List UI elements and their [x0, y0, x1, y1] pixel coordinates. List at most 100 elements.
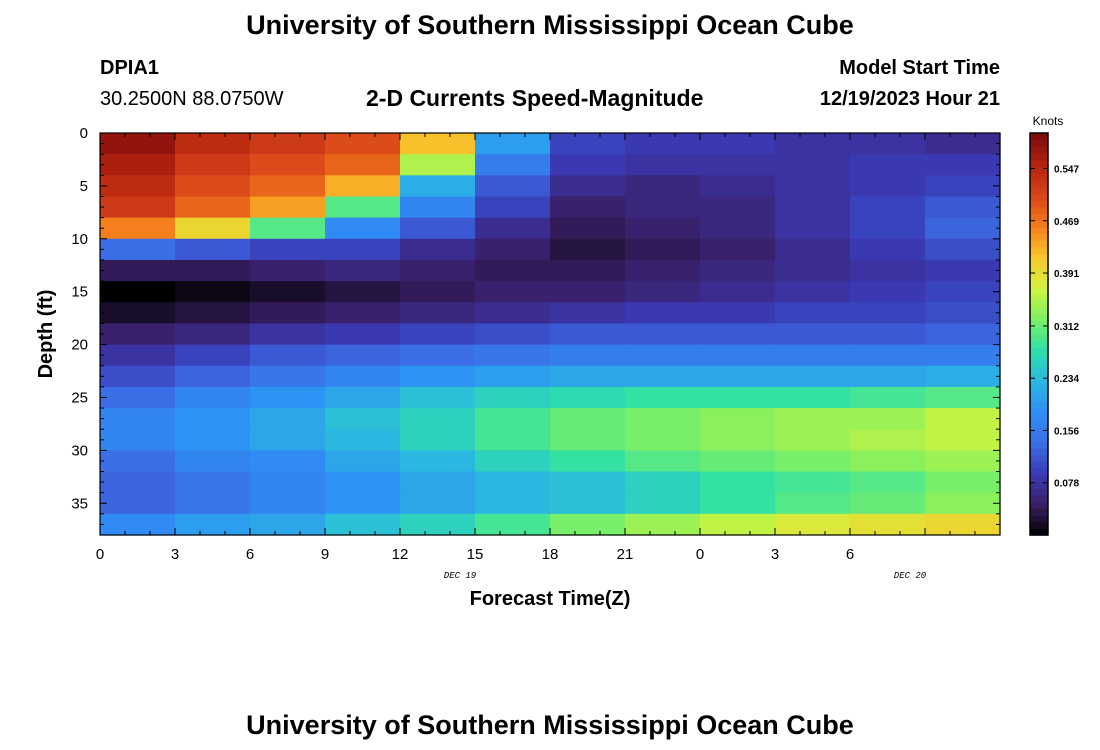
main-title: University of Southern Mississippi Ocean… [246, 10, 854, 40]
heatmap-cell [475, 492, 551, 515]
heatmap-cell [850, 323, 926, 346]
heatmap-cell [700, 429, 776, 451]
colorbar-tick-label: 0.547 [1054, 165, 1079, 176]
heatmap-cell [250, 344, 326, 367]
heatmap-cell [925, 429, 1001, 451]
heatmap-cell [775, 259, 851, 282]
heatmap-cell [550, 154, 626, 176]
heatmap-cell [100, 344, 176, 367]
heatmap-cell [100, 450, 176, 473]
heatmap-cell [925, 133, 1001, 155]
heatmap-cell [550, 471, 626, 494]
heatmap-cell [250, 281, 326, 303]
heatmap-cell [925, 302, 1001, 325]
heatmap-cell [400, 429, 476, 451]
heatmap-cell [475, 238, 551, 261]
y-tick-label: 30 [71, 442, 88, 459]
heatmap-cell [175, 492, 251, 515]
bottom-title: University of Southern Mississippi Ocean… [246, 710, 854, 740]
colorbar-segment [1030, 220, 1048, 228]
heatmap-cell [925, 365, 1001, 388]
heatmap-cell [925, 238, 1001, 261]
heatmap-cell [625, 323, 701, 346]
heatmap-cell [175, 323, 251, 346]
heatmap-cell [400, 133, 476, 155]
x-tick-label: 6 [846, 546, 854, 563]
colorbar-frame [1029, 132, 1049, 536]
heatmap-cell [175, 429, 251, 451]
heatmap-cell [700, 513, 776, 536]
heatmap-cell [250, 217, 326, 240]
heatmap-cell [100, 238, 176, 261]
heatmap-cell [700, 217, 776, 240]
heatmap-cell [175, 450, 251, 473]
heatmap-cell [625, 302, 701, 325]
heatmap-cell [625, 154, 701, 176]
colorbar-segment [1030, 434, 1048, 442]
colorbar-segment [1030, 481, 1048, 489]
heatmap-cell [175, 513, 251, 536]
heatmap-cell [400, 259, 476, 282]
colorbar-segment [1030, 468, 1048, 476]
heatmap-cell [775, 450, 851, 473]
colorbar-segment [1030, 213, 1048, 221]
heatmap-cell [925, 259, 1001, 282]
heatmap-cell [325, 196, 401, 219]
colorbar-segment [1030, 320, 1048, 328]
heatmap-cell [700, 154, 776, 176]
heatmap-cell [475, 217, 551, 240]
heatmap-cell [250, 238, 326, 261]
heatmap-cell [850, 492, 926, 515]
heatmap-cell [250, 386, 326, 409]
heatmap-cell [700, 133, 776, 155]
heatmap-cell [400, 175, 476, 198]
heatmap-cell [550, 217, 626, 240]
colorbar-segment [1030, 133, 1048, 141]
heatmap-cell [250, 175, 326, 198]
colorbar-segment [1030, 267, 1048, 275]
colorbar-segment [1030, 193, 1048, 201]
heatmap-cell [100, 513, 176, 536]
heatmap-cell [775, 492, 851, 515]
colorbar-tick-label: 0.078 [1054, 479, 1079, 490]
axis-ticks [99, 132, 1001, 536]
heatmap-cell [550, 344, 626, 367]
heatmap-cell [850, 408, 926, 430]
y-tick-label: 35 [71, 495, 88, 512]
heatmap-cell [700, 408, 776, 430]
heatmap-cell [850, 259, 926, 282]
heatmap-cell [400, 302, 476, 325]
heatmap-cell [550, 492, 626, 515]
x-tick-label: 21 [617, 546, 634, 563]
heatmap-cell [250, 450, 326, 473]
colorbar-segment [1030, 421, 1048, 429]
colorbar-segment [1030, 354, 1048, 362]
heatmap-cell [550, 408, 626, 430]
heatmap-cell [100, 281, 176, 303]
colorbar-segment [1030, 260, 1048, 268]
heatmap-cell [400, 238, 476, 261]
heatmap-cell [475, 154, 551, 176]
heatmap-cell [775, 365, 851, 388]
heatmap-cell [475, 302, 551, 325]
heatmap-cell [250, 408, 326, 430]
y-tick-label: 0 [80, 125, 88, 142]
heatmap-cell [550, 238, 626, 261]
heatmap-cell [625, 365, 701, 388]
heatmap-cell [475, 133, 551, 155]
heatmap-cell [700, 238, 776, 261]
heatmap-cell [325, 513, 401, 536]
y-axis-label: Depth (ft) [35, 290, 57, 379]
heatmap-cell [850, 154, 926, 176]
colorbar-segment [1030, 374, 1048, 382]
colorbar-tick-label: 0.469 [1054, 217, 1079, 228]
heatmap-cell [325, 175, 401, 198]
colorbar-segment [1030, 293, 1048, 302]
heatmap-cell [550, 302, 626, 325]
heatmap-cell [100, 429, 176, 451]
heatmap-cell [775, 281, 851, 303]
heatmap-cell [550, 175, 626, 198]
heatmap-cell [850, 175, 926, 198]
colorbar-segment [1030, 253, 1048, 261]
